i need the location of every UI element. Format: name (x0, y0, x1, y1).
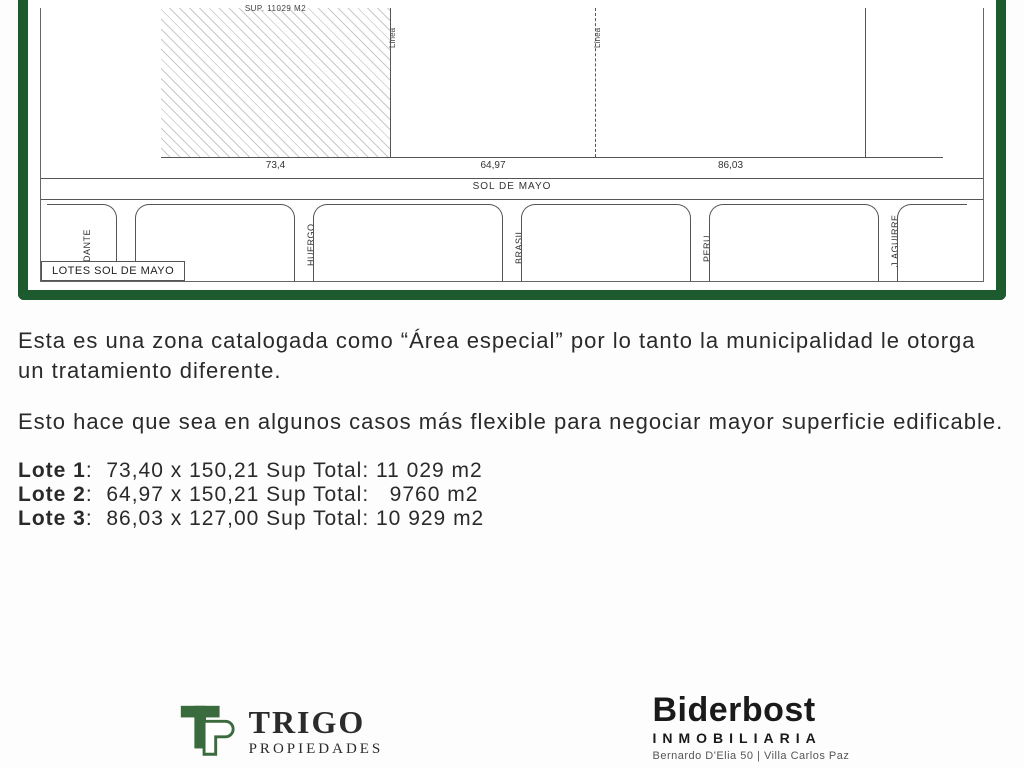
plan-title: LOTES SOL DE MAYO (41, 261, 185, 281)
lot-1-sup: SUP. 11029 M2 (245, 4, 306, 13)
lot-sup: 11 029 m2 (376, 459, 483, 482)
lot-2-width: 64,97 (480, 160, 505, 171)
lot-sup: 9760 m2 (376, 483, 478, 506)
trigo-text: TRIGO PROPIEDADES (249, 704, 384, 758)
trigo-sub: PROPIEDADES (249, 741, 384, 758)
lot-label: Lote 3 (18, 507, 86, 530)
plan-frame: SUP. 11029 M2 73,4 Línea 64,97 Línea 86,… (18, 0, 1006, 300)
lot-remainder (866, 8, 943, 157)
lot-1: SUP. 11029 M2 73,4 Línea (161, 8, 391, 157)
block-3: BRASIL (313, 204, 503, 281)
biderbost-name: Biderbost (652, 691, 849, 730)
trigo-mark-icon (175, 700, 237, 762)
table-row: Lote 3: 86,03 x 127,00 Sup Total: 10 929… (18, 507, 1006, 531)
block-4: PERU (521, 204, 691, 281)
lot-2: 64,97 Línea (391, 8, 596, 157)
lot-dims: 64,97 x 150,21 (106, 483, 259, 506)
logo-biderbost: Biderbost INMOBILIARIA Bernardo D'Elia 5… (652, 691, 849, 762)
lot-3-width: 86,03 (718, 160, 743, 171)
logos-footer: TRIGO PROPIEDADES Biderbost INMOBILIARIA… (0, 691, 1024, 762)
biderbost-addr: Bernardo D'Elia 50 | Villa Carlos Paz (652, 750, 849, 762)
table-row: Lote 1: 73,40 x 150,21 Sup Total: 11 029… (18, 459, 1006, 483)
trigo-name: TRIGO (249, 704, 384, 741)
paragraph-2: Esto hace que sea en algunos casos más f… (18, 407, 1006, 437)
lot-dims: 73,40 x 150,21 (106, 459, 259, 482)
logo-trigo: TRIGO PROPIEDADES (175, 700, 384, 762)
lot-1-width: 73,4 (266, 160, 285, 171)
biderbost-sub: INMOBILIARIA (652, 730, 849, 746)
paragraph-1: Esta es una zona catalogada como “Área e… (18, 326, 1006, 385)
lot-label: Lote 1 (18, 459, 86, 482)
table-row: Lote 2: 64,97 x 150,21 Sup Total: 9760 m… (18, 483, 1006, 507)
lot-label: Lote 2 (18, 483, 86, 506)
street-band: SOL DE MAYO (41, 178, 983, 200)
plan-drawing: SUP. 11029 M2 73,4 Línea 64,97 Línea 86,… (40, 8, 984, 282)
lot-3: 86,03 (596, 8, 866, 157)
lots-table: Lote 1: 73,40 x 150,21 Sup Total: 11 029… (18, 459, 1006, 531)
lot-sup: 10 929 m2 (376, 507, 484, 530)
block-6 (897, 204, 967, 281)
cross-street-dante: DANTE (82, 229, 92, 262)
block-5: J.AGUIRRE (709, 204, 879, 281)
street-name: SOL DE MAYO (473, 181, 552, 192)
description-text: Esta es una zona catalogada como “Área e… (18, 326, 1006, 437)
lot-dims: 86,03 x 127,00 (106, 507, 259, 530)
lots-row: SUP. 11029 M2 73,4 Línea 64,97 Línea 86,… (161, 8, 943, 158)
